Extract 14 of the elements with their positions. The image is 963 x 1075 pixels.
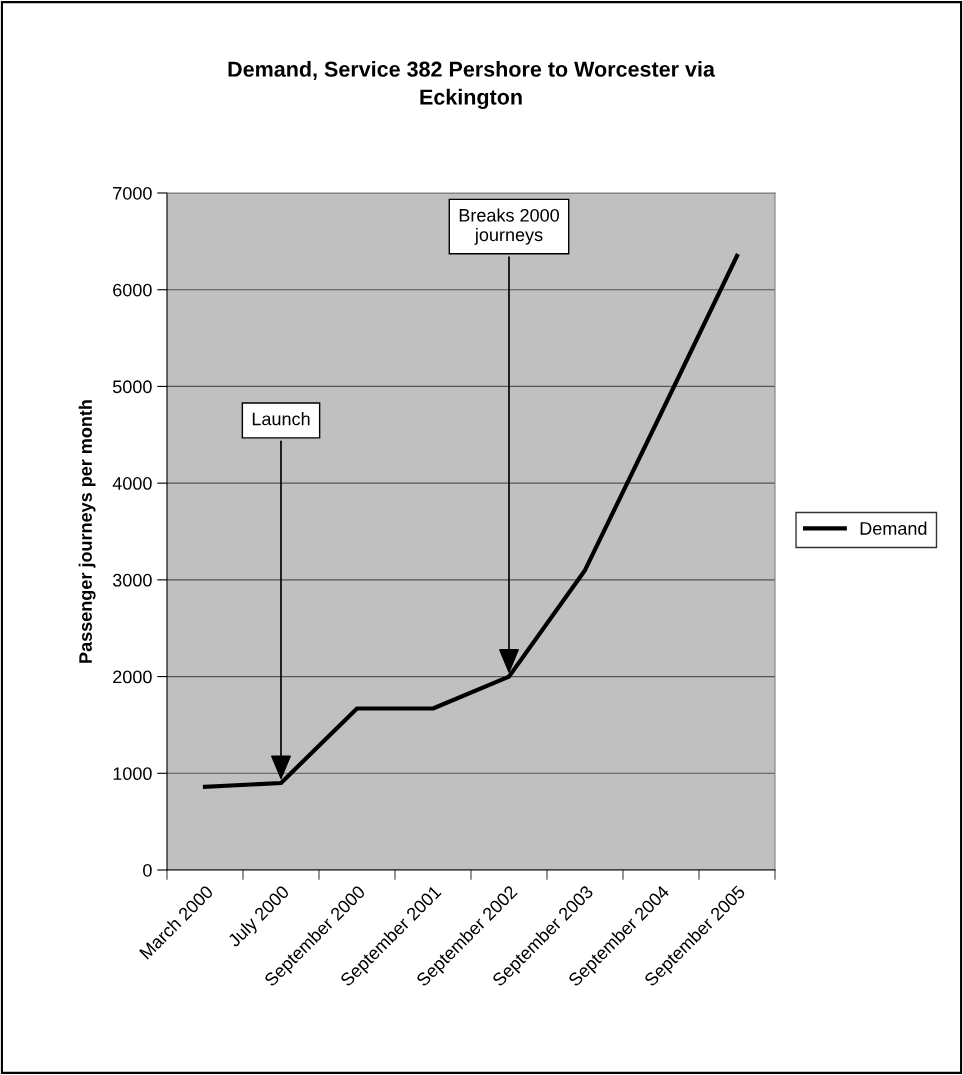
y-tick-label: 6000: [113, 283, 152, 297]
y-tick-label: 1000: [113, 767, 152, 781]
y-tick-label: 2000: [113, 670, 152, 684]
y-tick-label: 3000: [112, 573, 152, 587]
y-axis-title: Passenger journeys per month: [78, 400, 96, 663]
annotation: Launch: [252, 412, 310, 426]
y-tick-label: 5000: [112, 380, 152, 394]
chart-title: Demand, Service 382 Pershore to Worcester via Eckington: [228, 60, 716, 110]
line-series: [202, 253, 740, 789]
y-tick-label: 7000: [113, 186, 152, 200]
legend-label: Demand: [860, 521, 927, 535]
y-tick-label: 0: [143, 863, 152, 877]
y-tick-label: 4000: [112, 477, 152, 490]
annotation: Breaks 2000 journeys: [459, 208, 559, 245]
